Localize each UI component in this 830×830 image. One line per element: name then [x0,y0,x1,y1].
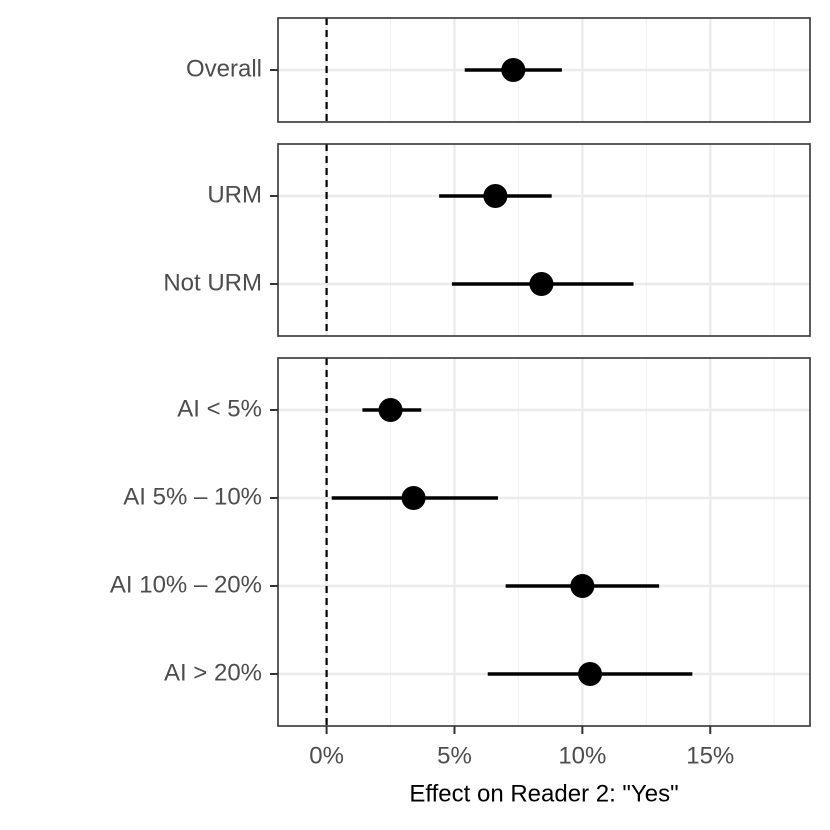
x-tick-label: 0% [309,742,344,769]
y-tick-label: AI 5% – 10% [123,483,262,510]
x-tick-label: 10% [558,742,606,769]
y-tick-label: AI > 20% [164,659,262,686]
y-tick-label: URM [207,181,262,208]
x-tick-label: 15% [686,742,734,769]
panel-border [277,357,811,727]
y-tick-label: AI < 5% [177,395,262,422]
panel-background [278,144,810,336]
point [483,184,508,208]
point [578,662,603,686]
panel-background [278,358,810,726]
point [529,272,554,296]
panel-border [277,143,811,337]
x-tick-label: 5% [437,742,472,769]
point [401,486,426,510]
point [501,58,526,82]
y-tick-label: Not URM [163,269,262,296]
y-tick-label: Overall [186,55,262,82]
y-tick-label: AI 10% – 20% [110,571,262,598]
x-axis-title: Effect on Reader 2: "Yes" [409,780,678,807]
panel-border [277,17,811,123]
point [378,398,403,422]
point [570,574,595,598]
